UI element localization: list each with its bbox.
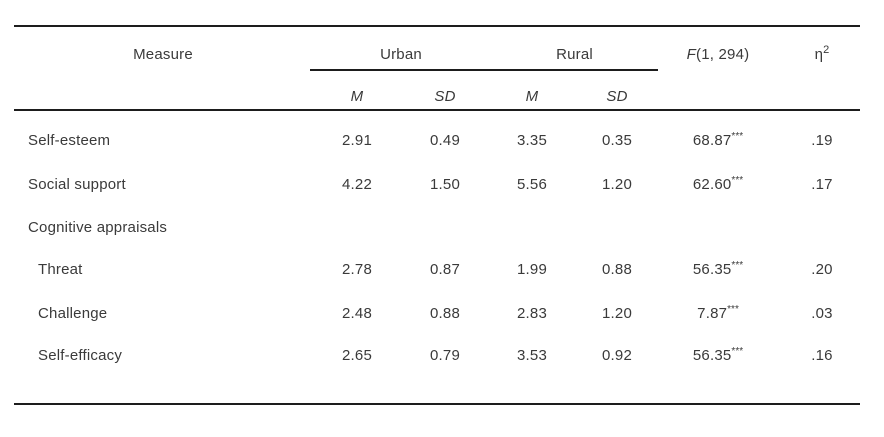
- row-group-label: Cognitive appraisals: [28, 219, 168, 236]
- column-group-urban: Urban: [380, 46, 422, 63]
- table-row-self-efficacy: Self-efficacy 2.65 0.79 3.53 0.92 56.35*…: [0, 345, 884, 367]
- row-label: Challenge: [38, 305, 108, 322]
- f-statistic-value: 68.87***: [692, 131, 744, 150]
- column-header-eta-squared: η2: [814, 44, 830, 64]
- eta-squared-value: .19: [811, 132, 833, 149]
- table-row-social-support: Social support 4.22 1.50 5.56 1.20 62.60…: [0, 174, 884, 196]
- table-row-self-esteem: Self-esteem 2.91 0.49 3.35 0.35 68.87***…: [0, 130, 884, 152]
- table-row-challenge: Challenge 2.48 0.88 2.83 1.20 7.87*** .0…: [0, 303, 884, 325]
- eta-squared-value: .20: [811, 261, 833, 278]
- significance-asterisks: ***: [727, 304, 739, 315]
- significance-asterisks: ***: [731, 131, 744, 142]
- column-header-urban-sd: SD: [434, 88, 456, 105]
- f-statistic-value: 62.60***: [692, 175, 744, 194]
- column-header-urban-mean: M: [350, 88, 364, 105]
- table-row-cognitive-appraisals-group: Cognitive appraisals: [0, 217, 884, 239]
- urban-mean-value: 2.48: [342, 305, 372, 322]
- rural-sd-value: 0.35: [602, 132, 632, 149]
- f-statistic-value: 56.35***: [692, 260, 744, 279]
- rural-sd-value: 0.88: [602, 261, 632, 278]
- urban-rural-spanner-rule: [310, 69, 658, 71]
- significance-asterisks: ***: [731, 175, 744, 186]
- row-label: Self-efficacy: [38, 347, 123, 364]
- significance-asterisks: ***: [731, 260, 744, 271]
- rural-mean-value: 3.53: [517, 347, 547, 364]
- row-label: Self-esteem: [28, 132, 111, 149]
- column-header-rural-sd: SD: [606, 88, 628, 105]
- column-header-rural-mean: M: [525, 88, 539, 105]
- table-bottom-rule: [14, 403, 860, 405]
- rural-sd-value: 1.20: [602, 176, 632, 193]
- urban-mean-value: 2.65: [342, 347, 372, 364]
- row-label: Threat: [38, 261, 83, 278]
- rural-mean-value: 1.99: [517, 261, 547, 278]
- table-top-rule: [14, 25, 860, 27]
- rural-mean-value: 2.83: [517, 305, 547, 322]
- column-header-measure: Measure: [133, 46, 193, 63]
- urban-mean-value: 4.22: [342, 176, 372, 193]
- significance-asterisks: ***: [731, 346, 744, 357]
- table-subheader-row: M SD M SD: [0, 86, 884, 108]
- urban-sd-value: 0.79: [430, 347, 460, 364]
- urban-sd-value: 0.88: [430, 305, 460, 322]
- column-group-rural: Rural: [556, 46, 593, 63]
- rural-sd-value: 1.20: [602, 305, 632, 322]
- urban-mean-value: 2.78: [342, 261, 372, 278]
- table-row-threat: Threat 2.78 0.87 1.99 0.88 56.35*** .20: [0, 259, 884, 281]
- rural-mean-value: 3.35: [517, 132, 547, 149]
- eta-squared-value: .03: [811, 305, 833, 322]
- rural-sd-value: 0.92: [602, 347, 632, 364]
- eta-squared-value: .16: [811, 347, 833, 364]
- column-header-f-statistic: F(1, 294): [686, 46, 750, 63]
- urban-sd-value: 1.50: [430, 176, 460, 193]
- rural-mean-value: 5.56: [517, 176, 547, 193]
- table-header-bottom-rule: [14, 109, 860, 111]
- f-statistic-value: 56.35***: [692, 346, 744, 365]
- eta-squared-value: .17: [811, 176, 833, 193]
- f-statistic-value: 7.87***: [697, 304, 739, 323]
- urban-sd-value: 0.49: [430, 132, 460, 149]
- table-header-row: Measure Urban Rural F(1, 294) η2: [0, 44, 884, 66]
- row-label: Social support: [28, 176, 126, 193]
- urban-mean-value: 2.91: [342, 132, 372, 149]
- urban-sd-value: 0.87: [430, 261, 460, 278]
